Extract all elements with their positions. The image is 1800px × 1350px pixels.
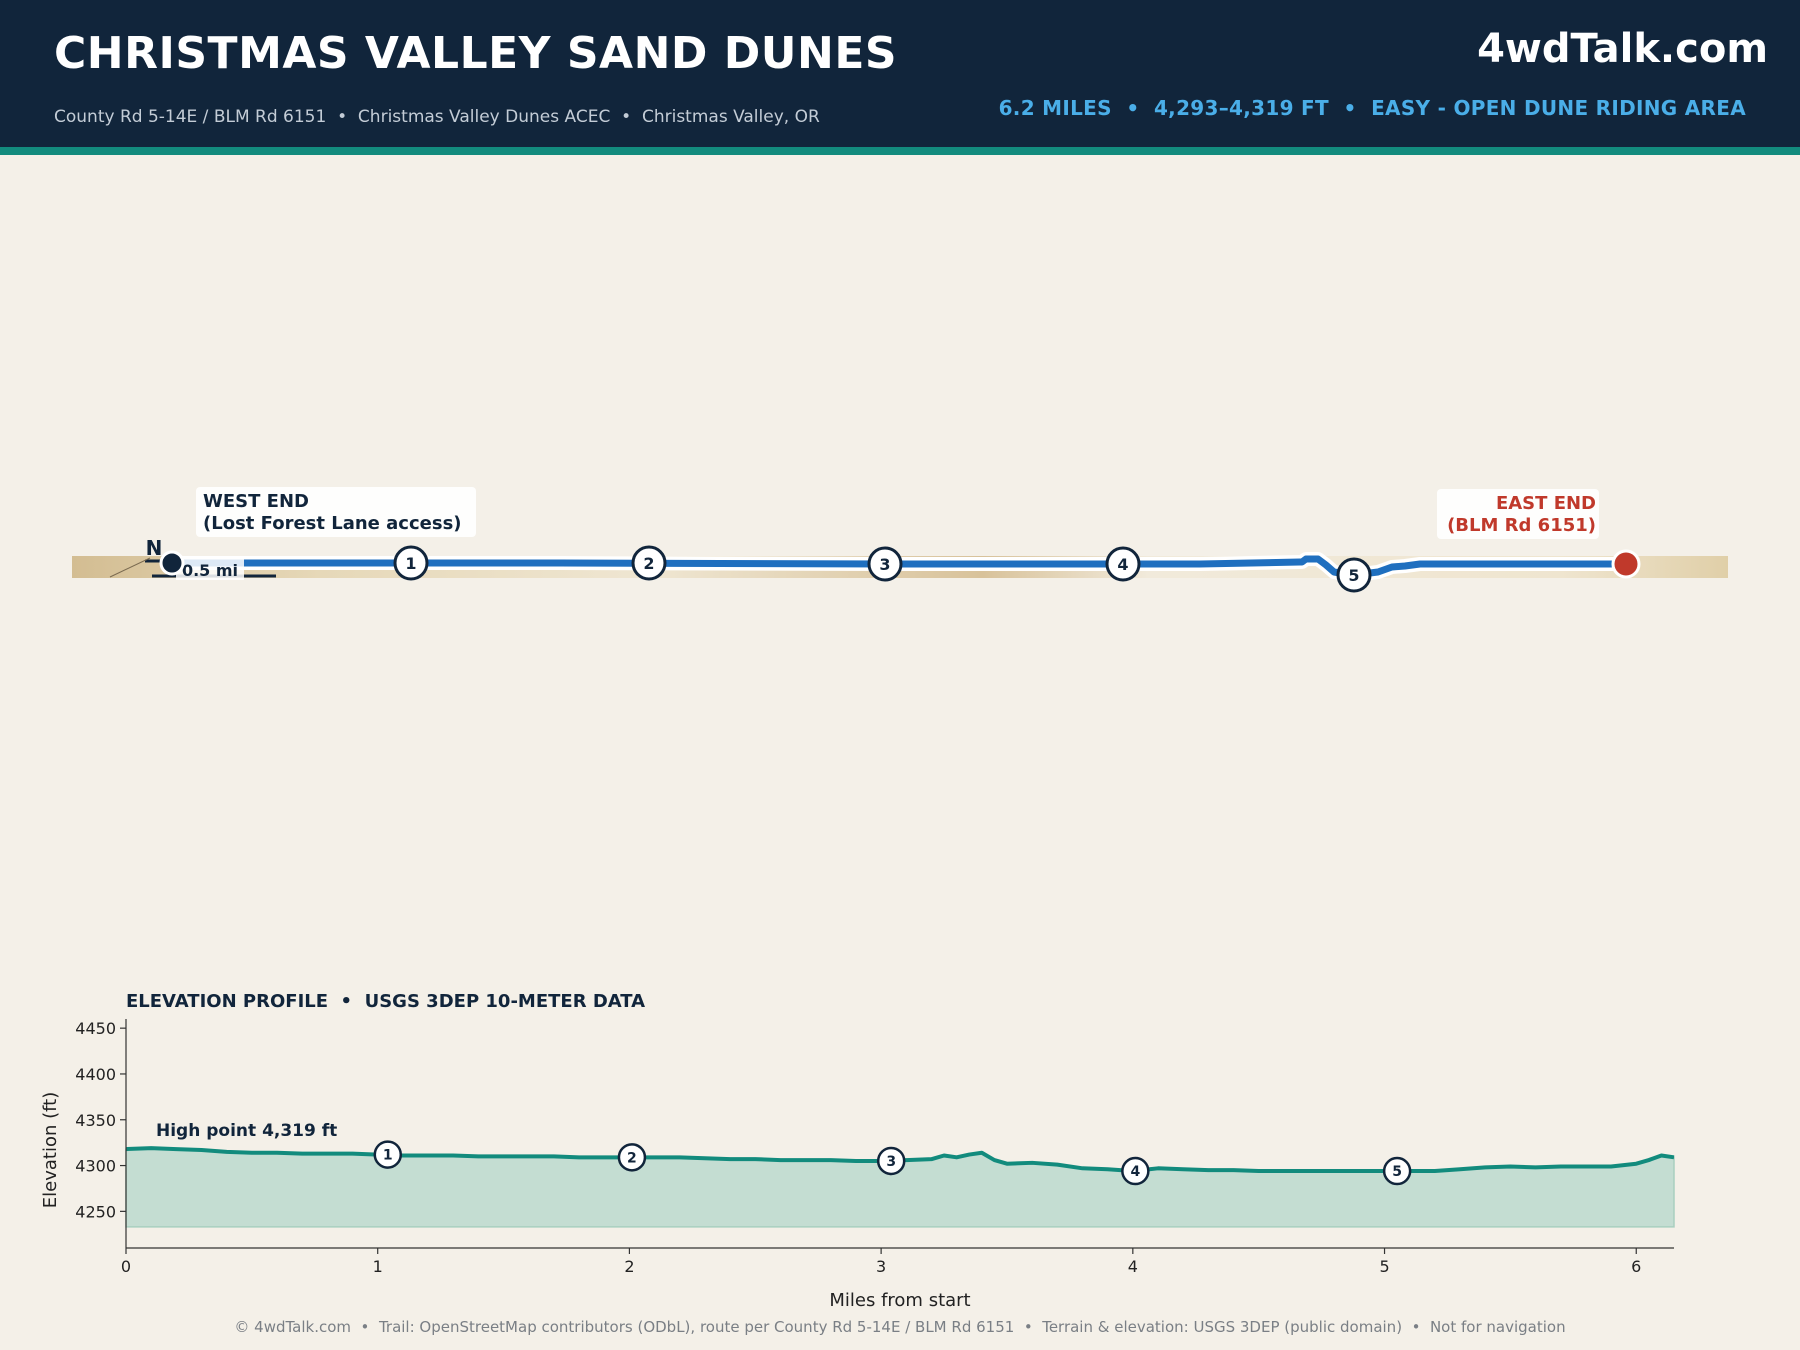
end-callout-line2: (BLM Rd 6151): [1447, 515, 1596, 536]
map-waypoint-3-label: 3: [879, 555, 890, 574]
start-callout-box: [196, 487, 476, 537]
chart-xlabel: Miles from start: [829, 1290, 970, 1310]
chart-waypoint-label: 5: [1392, 1164, 1402, 1180]
chart-waypoint-label: 2: [627, 1150, 637, 1166]
x-tick-label: 1: [373, 1257, 383, 1276]
route-subtitle: County Rd 5-14E / BLM Rd 6151 • Christma…: [54, 107, 820, 127]
brand-logo-text[interactable]: 4wdTalk.com: [1477, 26, 1768, 72]
chart-waypoint-label: 3: [886, 1154, 896, 1170]
x-tick-label: 3: [876, 1257, 886, 1276]
y-tick-label: 4400: [75, 1065, 116, 1084]
chart-waypoint-label: 4: [1130, 1164, 1140, 1180]
end-marker[interactable]: [1611, 549, 1641, 579]
north-needle-icon: [109, 557, 151, 578]
footer-attribution: © 4wdTalk.com • Trail: OpenStreetMap con…: [234, 1318, 1566, 1336]
map-waypoint-4[interactable]: 4: [1105, 546, 1141, 582]
end-callout-box: [1437, 489, 1599, 539]
chart-title: ELEVATION PROFILE • USGS 3DEP 10-METER D…: [126, 991, 645, 1012]
scale-label: 0.5 mi: [182, 561, 238, 580]
y-tick-label: 4300: [75, 1157, 116, 1176]
map-waypoint-1-label: 1: [405, 554, 416, 573]
header-accent-stripe: [0, 147, 1800, 155]
chart-waypoint-2: [617, 1143, 647, 1172]
y-tick-label: 4350: [75, 1111, 116, 1130]
x-tick-label: 5: [1379, 1257, 1389, 1276]
map-waypoint-5[interactable]: 5: [1336, 557, 1372, 593]
y-tick-label: 4450: [75, 1019, 116, 1038]
chart-annotation: High point 4,319 ft: [156, 1121, 337, 1141]
x-tick-label: 4: [1128, 1257, 1138, 1276]
chart-ylabel: Elevation (ft): [40, 1092, 61, 1208]
map-waypoint-2-label: 2: [643, 554, 654, 573]
map-waypoint-3[interactable]: 3: [867, 546, 903, 582]
chart-waypoint-label: 1: [383, 1148, 393, 1164]
north-label: N: [146, 536, 163, 560]
page-title: CHRISTMAS VALLEY SAND DUNES: [54, 28, 898, 79]
trail-map[interactable]: 0.5 mi N 1 2 3 4 5 WEST END (Lost Forest…: [0, 155, 1800, 975]
x-tick-label: 6: [1631, 1257, 1641, 1276]
elevation-profile-chart: ELEVATION PROFILE • USGS 3DEP 10-METER D…: [40, 991, 1675, 1310]
map-waypoint-4-label: 4: [1117, 555, 1128, 574]
chart-waypoint-3: [876, 1146, 906, 1176]
map-waypoint-2[interactable]: 2: [631, 545, 667, 581]
chart-waypoint-5: [1382, 1156, 1412, 1186]
start-callout-line2: (Lost Forest Lane access): [203, 513, 462, 534]
trail-stats: 6.2 MILES • 4,293–4,319 FT • EASY - OPEN…: [998, 96, 1746, 120]
y-tick-label: 4250: [75, 1202, 116, 1221]
header-bar: [0, 0, 1800, 147]
elevation-line: [125, 1146, 1675, 1174]
start-marker[interactable]: [159, 550, 185, 576]
end-callout-line1: EAST END: [1496, 493, 1596, 514]
chart-waypoint-4: [1121, 1156, 1150, 1186]
scale-label-box: [176, 558, 244, 580]
start-callout-line1: WEST END: [203, 491, 309, 512]
chart-waypoint-1: [373, 1140, 403, 1169]
x-tick-label: 2: [624, 1257, 634, 1276]
map-waypoint-1[interactable]: 1: [393, 545, 429, 581]
x-tick-label: 0: [121, 1257, 131, 1276]
map-waypoint-5-label: 5: [1348, 566, 1359, 585]
route-line: [168, 555, 1630, 578]
